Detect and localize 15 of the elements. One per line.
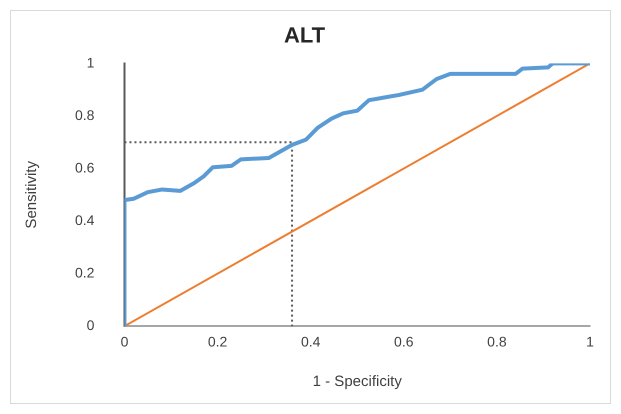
y-tick-label: 0.4 bbox=[74, 212, 95, 228]
y-tick-label: 0.8 bbox=[74, 106, 95, 123]
y-axis-title: Sensitivity bbox=[23, 160, 40, 229]
x-tick-label: 0.2 bbox=[208, 333, 228, 350]
x-tick-label: 0.6 bbox=[394, 333, 414, 350]
y-tick-label: 1 bbox=[86, 54, 95, 70]
x-tick-label: 0.4 bbox=[300, 333, 321, 350]
x-tick-label: 0 bbox=[120, 333, 129, 350]
x-axis-title: 1 - Specificity bbox=[312, 373, 402, 390]
x-tick-label: 1 bbox=[586, 333, 594, 350]
x-tick-label: 0.8 bbox=[487, 333, 507, 350]
y-tick-label: 0.2 bbox=[74, 264, 95, 280]
y-tick-label: 0 bbox=[86, 317, 95, 334]
y-tick-label: 0.6 bbox=[74, 159, 95, 176]
chart-title: ALT bbox=[284, 22, 326, 48]
